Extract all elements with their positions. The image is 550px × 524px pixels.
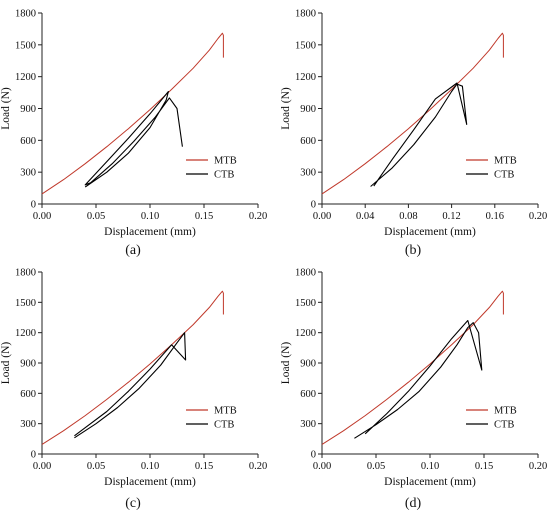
legend-label-mtb: MTB <box>494 156 517 167</box>
chart-panel-c: 0.00 0.05 0.10 0.15 0.20 0 300 600 900 1200 1500 18… <box>0 268 267 512</box>
panel-label: (b) <box>405 243 422 258</box>
series-line-ctb <box>84 90 183 188</box>
y-tick-label: 0 <box>311 200 316 211</box>
x-tick-label: 0.00 <box>313 461 331 472</box>
y-tick-label: 1500 <box>15 298 36 309</box>
x-tick-label: 0.10 <box>421 461 439 472</box>
series-line-ctb <box>74 332 187 439</box>
legend-label-ctb: CTB <box>214 420 234 431</box>
y-tick-label: 900 <box>20 359 36 370</box>
panel-label: (a) <box>125 243 141 258</box>
y-tick-label: 0 <box>31 450 36 461</box>
legend-label-ctb: CTB <box>214 170 234 181</box>
y-tick-label: 300 <box>20 419 36 430</box>
x-axis-title: Displacement (mm) <box>104 476 196 488</box>
chart-panel-a: 0.00 0.05 0.10 0.15 0.20 0 300 600 900 1200 1500 18… <box>0 9 267 259</box>
chart-panel-d: 0.00 0.05 0.10 0.15 0.20 0 300 600 900 1200 1500 18… <box>280 268 547 512</box>
legend-label-ctb: CTB <box>494 420 514 431</box>
panel-label: (d) <box>405 496 422 511</box>
legend-label-ctb: CTB <box>494 170 514 181</box>
y-tick-label: 300 <box>300 168 316 179</box>
x-tick-label: 0.00 <box>33 461 51 472</box>
y-tick-label: 600 <box>300 389 316 400</box>
y-tick-label: 1800 <box>295 9 316 20</box>
x-axis-title: Displacement (mm) <box>384 476 476 488</box>
x-tick-label: 0.20 <box>529 211 547 222</box>
y-tick-label: 900 <box>300 359 316 370</box>
y-tick-label: 0 <box>311 450 316 461</box>
y-tick-label: 1500 <box>295 298 316 309</box>
x-tick-label: 0.20 <box>529 461 547 472</box>
x-tick-label: 0.16 <box>486 211 504 222</box>
y-tick-label: 1500 <box>295 40 316 51</box>
y-tick-label: 1200 <box>295 328 316 339</box>
x-tick-label: 0.10 <box>141 211 159 222</box>
series-line-ctb <box>370 82 468 187</box>
x-axis-title: Displacement (mm) <box>104 226 196 238</box>
y-axis-title: Load (N) <box>280 342 292 385</box>
series-line-mtb <box>41 290 224 445</box>
x-tick-label: 0.15 <box>195 211 213 222</box>
series-line-ctb <box>354 319 483 439</box>
x-tick-label: 0.00 <box>313 211 331 222</box>
x-tick-label: 0.10 <box>141 461 159 472</box>
y-tick-label: 600 <box>20 389 36 400</box>
x-tick-label: 0.04 <box>356 211 375 222</box>
panel-label: (c) <box>125 496 141 511</box>
y-tick-label: 1800 <box>15 9 36 20</box>
x-tick-label: 0.15 <box>195 461 213 472</box>
x-axis-title: Displacement (mm) <box>384 226 476 238</box>
legend-label-mtb: MTB <box>494 406 517 417</box>
chart-panel-b: 0.00 0.04 0.08 0.12 0.16 0.20 0 300 600 900 1200 15… <box>280 9 547 259</box>
y-tick-label: 600 <box>300 136 316 147</box>
x-tick-label: 0.05 <box>367 461 385 472</box>
y-tick-label: 900 <box>20 104 36 115</box>
x-tick-label: 0.12 <box>442 211 460 222</box>
y-tick-label: 1200 <box>15 72 36 83</box>
y-tick-label: 0 <box>31 200 36 211</box>
x-tick-label: 0.20 <box>249 211 267 222</box>
x-tick-label: 0.15 <box>475 461 493 472</box>
y-tick-label: 1500 <box>15 40 36 51</box>
y-tick-label: 1800 <box>15 268 36 279</box>
legend-label-mtb: MTB <box>214 406 237 417</box>
x-tick-label: 0.05 <box>87 211 105 222</box>
y-tick-label: 600 <box>20 136 36 147</box>
x-tick-label: 0.08 <box>399 211 417 222</box>
y-tick-label: 1200 <box>295 72 316 83</box>
y-axis-title: Load (N) <box>280 87 292 130</box>
legend-label-mtb: MTB <box>214 156 237 167</box>
y-axis-title: Load (N) <box>0 87 12 130</box>
series-line-mtb <box>321 32 504 195</box>
x-tick-label: 0.00 <box>33 211 51 222</box>
x-tick-label: 0.05 <box>87 461 105 472</box>
y-tick-label: 300 <box>300 419 316 430</box>
series-line-mtb <box>321 290 504 445</box>
series-line-mtb <box>41 32 224 195</box>
y-tick-label: 300 <box>20 168 36 179</box>
y-tick-label: 1200 <box>15 328 36 339</box>
y-axis-title: Load (N) <box>0 342 12 385</box>
y-tick-label: 900 <box>300 104 316 115</box>
y-tick-label: 1800 <box>295 268 316 279</box>
x-tick-label: 0.20 <box>249 461 267 472</box>
